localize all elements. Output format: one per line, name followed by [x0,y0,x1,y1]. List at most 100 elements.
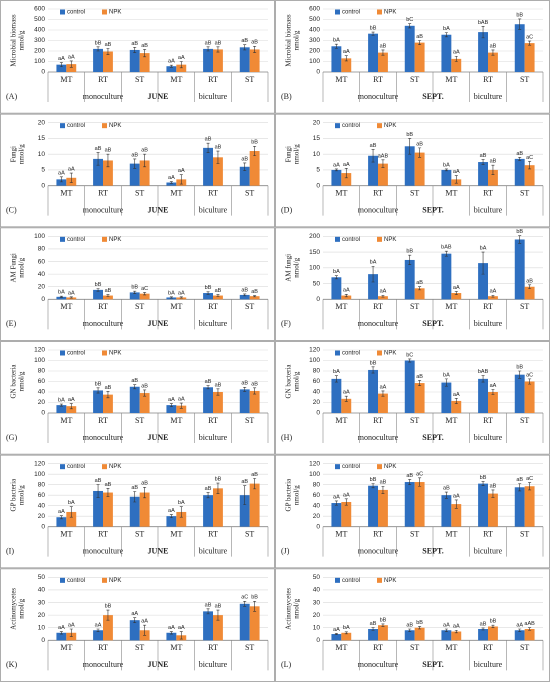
legend-label: control [67,464,85,470]
error-bar [243,44,247,51]
error-bar [344,498,348,506]
y-tick-label: 60 [38,258,46,265]
legend-label: control [342,10,360,16]
error-bar [143,624,147,636]
legend-swatch [60,350,65,356]
error-bar [334,43,338,49]
x-tick-label: RT [483,529,493,538]
significance-letter: aA [168,508,175,514]
error-bar [59,403,63,407]
x-tick-label: ST [520,643,529,652]
y-tick-label: 500 [309,16,320,23]
bar [524,165,535,186]
error-bar [381,485,385,494]
bar [56,64,67,72]
bar [488,493,498,527]
error-bar [334,275,338,280]
bar [368,33,378,72]
error-bar [408,358,412,363]
error-bar [518,628,522,632]
error-bar [106,609,110,621]
legend-label: control [67,10,85,16]
bar [414,288,425,300]
bar [129,496,140,527]
y-tick-label: 150 [309,249,320,256]
y-tick-label: 20 [38,513,46,520]
y-tick-label: 20 [313,119,321,126]
x-tick-label: ST [135,188,144,197]
legend-label: NPK [109,464,121,470]
bar [103,51,113,72]
y-axis-label: nmol/g [293,598,301,618]
error-bar [418,477,422,487]
legend-swatch [102,9,107,15]
panel-border [0,341,275,455]
bar [341,501,352,527]
legend-label: NPK [384,578,396,584]
x-tick-label: ST [520,416,529,425]
x-tick-label: ST [245,188,254,197]
x-tick-label: MT [335,302,347,311]
month-label: SEPT. [422,92,443,101]
bar [378,163,388,186]
x-tick-label: ST [410,529,419,538]
error-bar [518,483,522,492]
y-tick-label: 50 [313,280,321,287]
significance-letter: aB [205,602,212,608]
legend-swatch [377,350,382,356]
error-bar [528,482,532,491]
significance-letter: aA [58,509,65,515]
bar [249,296,260,300]
y-tick-label: 60 [313,378,321,385]
significance-letter: aA [68,54,75,60]
significance-letter: aC [526,155,533,161]
y-tick-label: 15 [313,135,321,142]
significance-letter: aA [490,383,497,389]
significance-letter: bB [380,617,387,623]
error-bar [216,388,220,396]
group-label: monoculture [83,92,124,101]
significance-letter: aA [178,290,185,296]
x-tick-label: ST [245,529,254,538]
error-bar [96,46,100,52]
error-bar [491,389,495,395]
significance-letter: aB [105,42,112,48]
legend-swatch [335,577,340,583]
error-bar [518,18,522,30]
x-tick-label: MT [335,416,347,425]
x-tick-label: ST [245,643,254,652]
month-label: SEPT. [422,205,443,214]
bar [166,516,177,527]
bar [524,286,535,300]
y-tick-label: 60 [38,378,46,385]
error-bar [253,600,257,612]
group-label: monoculture [358,433,399,442]
y-tick-label: 80 [313,368,321,375]
legend-swatch [377,9,382,15]
y-axis-label: nmol/g [18,371,26,391]
y-tick-label: 600 [309,6,320,13]
error-bar [96,628,100,632]
y-tick-label: 200 [34,48,45,55]
group-label: monoculture [358,205,399,214]
significance-letter: aB [241,287,248,293]
error-bar [243,600,247,607]
error-bar [143,49,147,58]
significance-letter: bB [490,619,497,625]
bar [341,398,352,413]
significance-letter: bB [370,477,377,483]
error-bar [371,265,375,283]
error-bar [133,617,137,623]
significance-letter: aA [380,384,387,390]
bar [404,25,415,72]
significance-letter: aA [95,622,102,628]
error-bar [169,514,173,519]
month-label: JUNE [148,92,169,101]
significance-letter: bB [406,249,413,255]
error-bar [454,499,458,509]
x-tick-label: MT [170,529,182,538]
y-tick-label: 10 [38,151,46,158]
legend-label: control [342,123,360,129]
panel-border [0,0,275,114]
bar [378,52,388,72]
